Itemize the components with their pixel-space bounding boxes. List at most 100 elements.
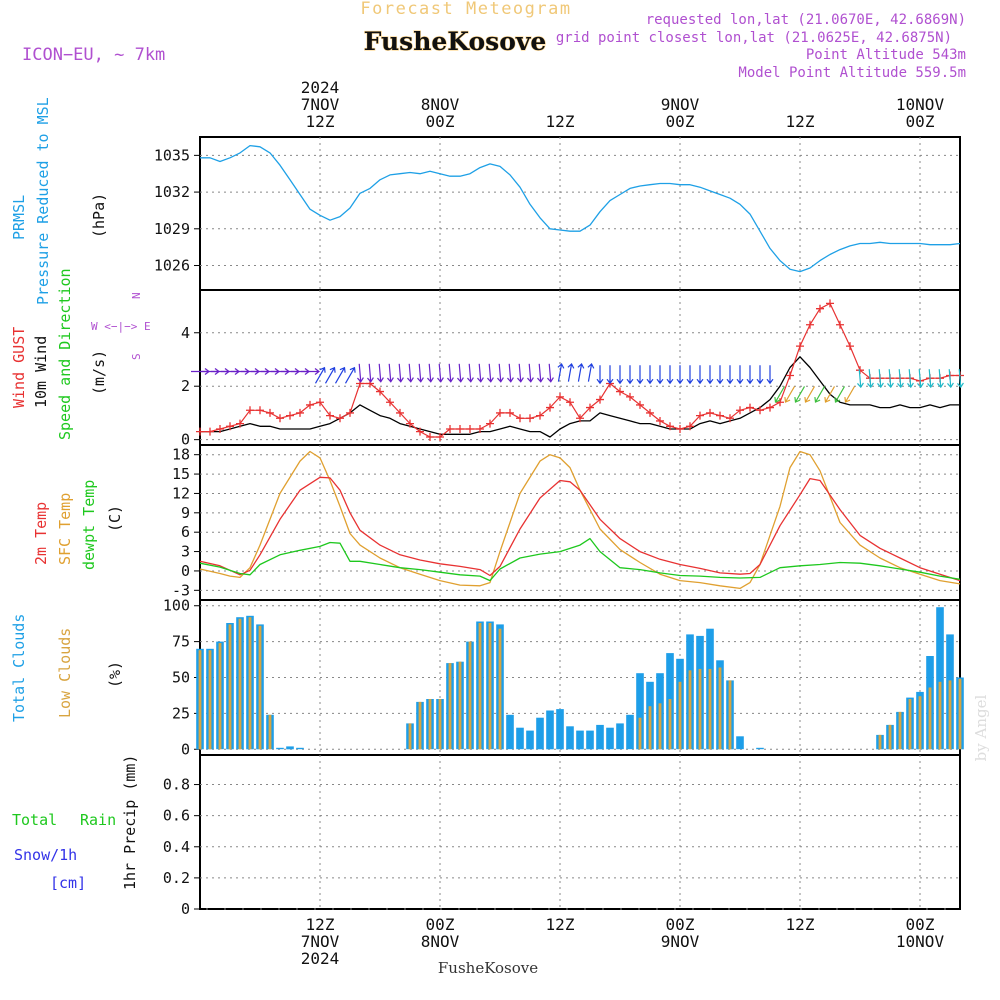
cloud-label-total: Total Clouds: [10, 614, 28, 722]
top-time-label: 00Z: [906, 112, 935, 131]
sfc-temp-line: [199, 450, 961, 590]
gust-marker: [796, 342, 804, 351]
total-cloud-bar: [606, 727, 614, 750]
low-cloud-bar: [218, 643, 222, 750]
gust-marker: [386, 398, 394, 407]
low-cloud-bar: [228, 624, 232, 750]
gust-marker: [216, 424, 224, 433]
wind-direction-arrow: [646, 365, 654, 385]
arrow-glyph: [834, 386, 846, 403]
arrow-glyph: [487, 363, 494, 383]
bottom-time-label: 10NOV: [896, 932, 945, 951]
arrow-glyph: [301, 368, 320, 375]
gust-marker: [376, 387, 384, 396]
wind-direction-arrow: [824, 386, 836, 403]
wind-direction-arrow: [497, 363, 504, 383]
temp-label-dewpt: dewpt Temp: [80, 480, 98, 570]
gust-marker: [436, 432, 444, 441]
arrow-glyph: [457, 363, 464, 383]
low-cloud-bar: [668, 699, 672, 750]
arrow-glyph: [686, 365, 694, 385]
wind-direction-arrow: [784, 386, 796, 403]
total-cloud-bar: [576, 730, 584, 750]
arrow-glyph: [527, 363, 534, 383]
wind-direction-arrow: [804, 386, 816, 403]
top-time-label: 8NOV: [421, 95, 460, 114]
total-cloud-bar: [736, 736, 744, 750]
gust-marker: [476, 424, 484, 433]
arrow-glyph: [407, 363, 414, 383]
low-cloud-bar: [898, 711, 902, 750]
gust-marker: [546, 403, 554, 412]
dewpt-line: [199, 537, 961, 582]
top-time-label: 00Z: [666, 112, 695, 131]
wind-direction-arrow: [666, 365, 674, 385]
arrow-glyph: [324, 366, 336, 384]
pressure-labels: PRMSL Pressure Reduced to MSL (hPa): [10, 97, 108, 305]
cloud-labels: Total Clouds Low Clouds (%): [10, 614, 124, 722]
low-cloud-bar: [728, 680, 732, 750]
wind-direction-arrow: [527, 363, 534, 383]
cloud-unit: (%): [106, 661, 124, 688]
wind-direction-arrow: [766, 365, 774, 385]
arrow-glyph: [596, 365, 604, 385]
gust-marker: [786, 371, 794, 380]
total-cloud-bar: [516, 727, 524, 750]
gust-marker: [506, 408, 514, 417]
temp-label-2m: 2m Temp: [32, 502, 50, 565]
arrow-glyph: [947, 369, 954, 389]
low-cloud-bar: [958, 678, 962, 750]
arrow-glyph: [887, 369, 894, 389]
top-time-label: 2024: [301, 78, 340, 97]
arrow-glyph: [357, 363, 364, 383]
low-cloud-bar: [498, 628, 502, 750]
wind-direction-arrow: [314, 366, 326, 384]
low-cloud-bar: [248, 617, 252, 750]
temp-unit: (C): [106, 505, 124, 532]
arrow-glyph: [774, 386, 786, 403]
gust-marker: [626, 392, 634, 401]
wind-direction-arrow: [897, 369, 904, 389]
wind-direction-arrow: [547, 363, 554, 383]
total-cloud-bar: [636, 673, 644, 750]
low-cloud-bar: [428, 699, 432, 750]
wind-direction-arrow: [477, 363, 484, 383]
top-time-label: 12Z: [306, 112, 335, 131]
gust-marker: [596, 395, 604, 404]
wind-speed-line: [200, 356, 960, 438]
total-cloud-bar: [556, 709, 564, 750]
wind-direction-arrow: [596, 365, 604, 385]
gust-marker: [466, 424, 474, 433]
total-cloud-bar: [596, 724, 604, 750]
y-tick-label: 18: [172, 446, 190, 464]
low-cloud-bar: [698, 668, 702, 750]
wind-direction-arrow: [334, 366, 346, 384]
gust-marker: [646, 408, 654, 417]
wind-direction-arrow: [957, 369, 964, 389]
wind-label-speed: Speed and Direction: [56, 268, 74, 440]
gust-marker: [756, 406, 764, 415]
arrow-glyph: [467, 363, 474, 383]
wind-direction-arrow: [447, 363, 454, 383]
y-tick-label: 0.6: [163, 807, 190, 825]
info-requested: requested lon,lat (21.0670E, 42.6869N): [646, 12, 966, 28]
wind-direction-arrow: [357, 363, 364, 383]
pressure-panel: [200, 144, 961, 273]
low-cloud-bar: [918, 696, 922, 750]
arrow-glyph: [824, 386, 836, 403]
wind-direction-arrow: [887, 369, 894, 389]
gust-marker: [446, 424, 454, 433]
low-cloud-bar: [658, 703, 662, 750]
wind-direction-arrow: [736, 365, 744, 385]
bottom-time-label: 7NOV: [301, 932, 340, 951]
wind-panel: [191, 299, 964, 441]
wind-direction-arrow: [794, 386, 806, 403]
low-cloud-bar: [408, 723, 412, 750]
compass-n: N: [130, 292, 143, 299]
y-tick-label: 1026: [154, 257, 190, 275]
y-tick-label: 0: [181, 431, 190, 449]
low-cloud-bar: [718, 667, 722, 750]
precip-unit: 1hr Precip (mm): [121, 755, 139, 890]
arrow-glyph: [537, 363, 544, 383]
gust-marker: [696, 411, 704, 420]
